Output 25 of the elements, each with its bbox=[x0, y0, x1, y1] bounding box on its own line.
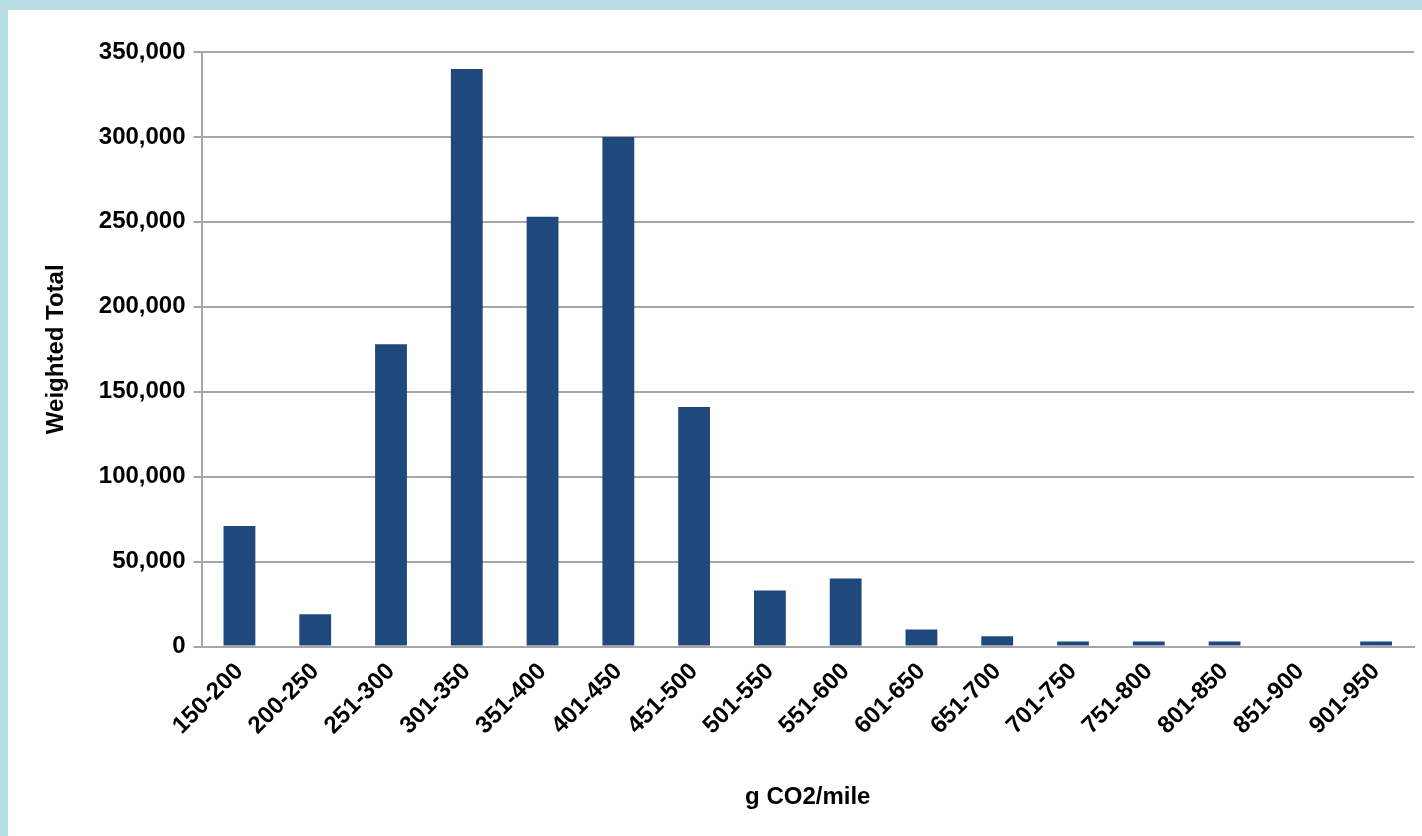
y-tick-label: 50,000 bbox=[112, 546, 186, 574]
y-tick-label: 350,000 bbox=[98, 36, 186, 64]
bar bbox=[1208, 641, 1241, 646]
bar bbox=[602, 136, 635, 646]
bar bbox=[678, 407, 711, 646]
bar bbox=[299, 614, 332, 646]
x-axis-title: g CO2/mile bbox=[745, 782, 871, 810]
bar bbox=[1360, 641, 1393, 646]
y-tick-label: 300,000 bbox=[98, 121, 186, 149]
bar bbox=[450, 68, 483, 646]
y-tick-label: 0 bbox=[172, 631, 186, 659]
y-axis-title: Weighted Total bbox=[41, 264, 69, 435]
bar bbox=[223, 525, 256, 646]
bar bbox=[753, 590, 786, 646]
bar bbox=[1057, 641, 1089, 646]
y-tick-label: 200,000 bbox=[98, 291, 186, 319]
y-tick-label: 100,000 bbox=[98, 461, 186, 489]
y-tick-label: 150,000 bbox=[98, 376, 186, 404]
bar bbox=[981, 636, 1014, 646]
bar bbox=[829, 578, 862, 646]
y-tick-label: 250,000 bbox=[98, 206, 186, 234]
bar bbox=[526, 216, 559, 646]
bar bbox=[905, 629, 938, 646]
bar bbox=[1132, 641, 1165, 646]
bar bbox=[375, 344, 407, 646]
